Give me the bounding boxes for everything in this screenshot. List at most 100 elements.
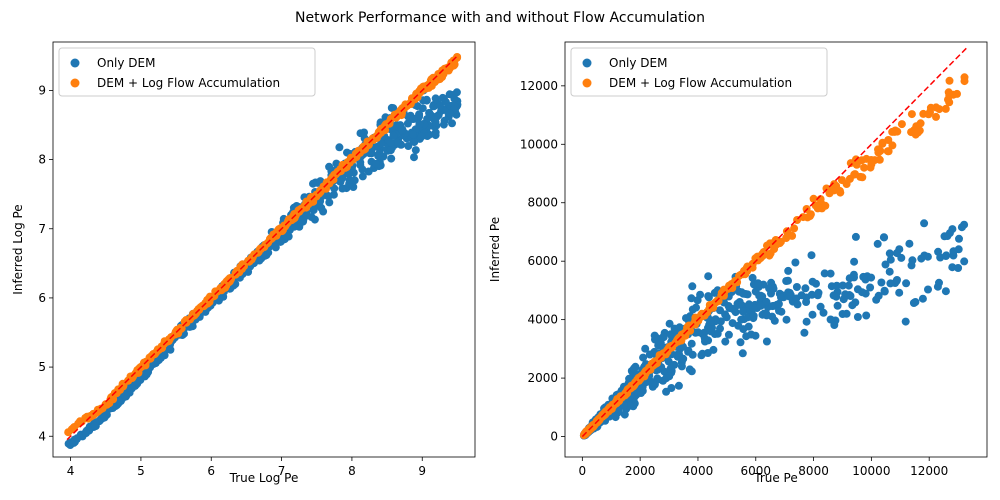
only-dem-point [82, 429, 91, 438]
x-tick-label: 2000 [625, 464, 656, 478]
only-dem-point [941, 252, 950, 260]
y-tick-label: 6 [38, 291, 46, 305]
dem-flow-point [897, 120, 906, 129]
only-dem-point [317, 203, 326, 212]
right-legend-label-only-dem: Only DEM [609, 56, 667, 70]
only-dem-point [850, 257, 859, 266]
dem-flow-point [290, 210, 299, 218]
only-dem-point [853, 313, 862, 321]
only-dem-point [756, 301, 765, 310]
only-dem-point [666, 330, 675, 339]
only-dem-point [839, 295, 848, 304]
only-dem-point [917, 254, 926, 263]
dem-flow-point [821, 201, 830, 210]
dem-flow-point [141, 361, 150, 370]
only-dem-point [324, 192, 333, 201]
only-dem-point [784, 266, 793, 275]
dem-flow-point [924, 110, 933, 119]
only-dem-point [372, 159, 380, 168]
dem-flow-point [266, 234, 275, 243]
only-dem-point [409, 115, 418, 123]
dem-flow-point [683, 323, 691, 332]
dem-flow-point [753, 252, 762, 261]
right-scatter-marks [579, 73, 969, 440]
only-dem-point [336, 177, 345, 186]
only-dem-point [762, 311, 771, 320]
only-dem-point [662, 374, 671, 383]
dem-flow-point [907, 128, 916, 137]
x-tick-label: 5 [137, 464, 145, 478]
only-dem-point [867, 273, 876, 282]
x-tick-label: 7 [278, 464, 286, 478]
left-axes-frame [52, 41, 476, 458]
only-dem-point [694, 328, 703, 337]
dem-flow-point [809, 194, 818, 203]
x-tick-label: 6000 [740, 464, 771, 478]
only-dem-point [955, 234, 963, 243]
dem-flow-point [788, 231, 797, 240]
only-dem-point [924, 285, 932, 294]
right-legend-label-dem-flow: DEM + Log Flow Accumulation [609, 76, 792, 90]
dem-flow-point [731, 276, 740, 285]
only-dem-point [700, 334, 709, 343]
only-dem-point [706, 317, 715, 326]
only-dem-point [744, 322, 753, 331]
only-dem-point [345, 175, 354, 184]
dem-flow-point [782, 227, 791, 236]
only-dem-point [762, 337, 771, 346]
y-tick-label: 9 [38, 83, 46, 97]
only-dem-point [431, 128, 440, 137]
y-tick-label: 4 [38, 429, 46, 443]
x-tick-label: 4 [67, 464, 75, 478]
only-dem-point [842, 309, 851, 318]
only-dem-point [819, 308, 828, 317]
only-dem-point [731, 308, 740, 317]
dem-flow-point [315, 189, 324, 198]
only-dem-point [404, 142, 413, 150]
only-dem-point [721, 337, 730, 346]
only-dem-point [807, 290, 816, 299]
y-tick-label: 7 [38, 222, 46, 236]
only-dem-point [244, 267, 253, 276]
only-dem-point [638, 382, 647, 391]
only-dem-point [907, 261, 916, 270]
dem-flow-point [453, 53, 461, 62]
only-dem-point [271, 243, 280, 252]
only-dem-point [338, 184, 347, 193]
only-dem-point [706, 327, 715, 335]
left-legend-label-dem-flow: DEM + Log Flow Accumulation [97, 76, 280, 90]
left-axis-ticks: 4 5 6 7 8 9 4 5 6 7 8 9 [38, 83, 426, 478]
only-dem-point [829, 291, 838, 300]
dem-flow-point [813, 202, 822, 211]
only-dem-point [748, 273, 757, 282]
only-dem-point [918, 294, 927, 303]
only-dem-point [800, 328, 809, 337]
only-dem-point [881, 260, 890, 269]
only-dem-point [332, 159, 341, 168]
left-legend-marker-only-dem [70, 58, 80, 68]
only-dem-point [873, 239, 882, 248]
dem-flow-point [354, 146, 363, 155]
only-dem-point [662, 387, 671, 396]
only-dem-point [872, 295, 881, 304]
only-dem-point [733, 301, 742, 310]
only-dem-point [775, 306, 783, 315]
only-dem-point [935, 278, 943, 287]
dem-flow-point [674, 337, 683, 346]
only-dem-point [386, 146, 395, 155]
dem-flow-point [153, 345, 162, 354]
only-dem-point [693, 296, 702, 305]
only-dem-point [645, 350, 654, 359]
left-identity-line [66, 55, 458, 441]
only-dem-point [410, 153, 418, 162]
only-dem-point [851, 232, 860, 241]
only-dem-point [687, 294, 696, 303]
only-dem-point [739, 289, 748, 298]
y-tick-label: 8 [38, 153, 46, 167]
only-dem-point [844, 281, 853, 290]
figure-suptitle: Network Performance with and without Flo… [295, 10, 705, 26]
only-dem-point [886, 279, 895, 288]
dem-flow-point [203, 296, 212, 304]
only-dem-point [893, 276, 901, 284]
only-dem-point [885, 249, 894, 258]
